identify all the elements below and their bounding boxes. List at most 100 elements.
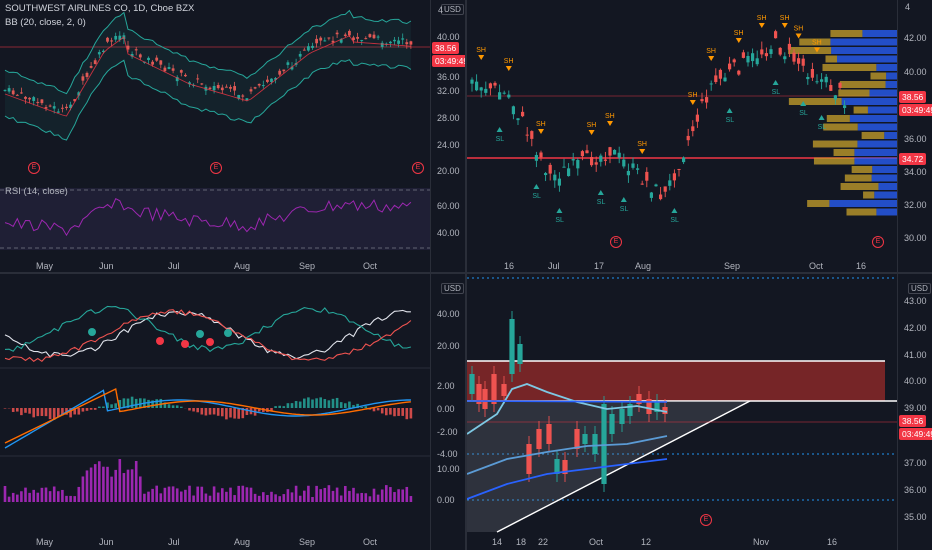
candle-body [175,77,179,82]
bl-chart-canvas[interactable] [0,274,465,550]
candle-body [233,86,236,91]
candle-body [723,77,727,82]
oscillator-bar [270,491,273,502]
oscillator-bar [376,494,380,502]
candle-body [574,429,580,449]
earnings-event-icon[interactable]: E [28,162,40,174]
volume-profile-bar [872,166,897,173]
tr-axis-tick: 36.00 [904,134,927,144]
macd-histogram-bar [372,408,376,412]
macd-histogram-bar [98,406,101,408]
swing-high-arrow [708,56,715,61]
tr-price-axis[interactable]: 42.00 40.00 36.00 34.00 32.00 30.00 38.5… [897,0,932,272]
horizontal-divider[interactable] [0,272,932,274]
volume-profile-bar [867,106,897,114]
volume-profile-bar [871,174,897,182]
volume-profile-bar [822,64,877,71]
swing-low-label: SL [496,136,505,143]
chart-panel-bottom-left[interactable]: USD 40.00 20.00 2.00 0.00 -2.00 -4.00 10… [0,274,465,550]
swing-low-arrow [556,208,563,213]
oscillator-bar [147,491,150,502]
swing-high-label: SH [637,141,647,148]
oscillator-bar [348,490,351,502]
volume-profile-bar [830,38,897,46]
candle-body [118,35,122,40]
swing-low-label: SL [555,217,564,224]
macd-histogram-bar [175,405,179,408]
earnings-event-icon[interactable]: E [210,162,222,174]
earnings-event-icon[interactable]: E [412,162,424,174]
oscillator-bar [44,487,48,502]
month-label: Jul [168,261,180,271]
macd-histogram-bar [344,403,347,408]
month-label: Jun [99,537,114,547]
swing-high-arrow [588,130,595,135]
candle-body [783,56,787,60]
candle-body [631,163,635,168]
candle-body [649,192,653,198]
candle-body [609,414,615,434]
signal-dot [88,328,96,336]
triangle-trendline [496,400,751,533]
chart-panel-bottom-right[interactable]: USD 43.00 42.00 41.00 40.00 39.00 37.00 … [467,274,932,550]
chart-panel-top-right[interactable]: SH SH SH SH SH SH SH SH SH SH SH SH SH SL SL SL SL SL SL SL… [467,0,932,272]
bl-value-axis[interactable]: USD 40.00 20.00 2.00 0.00 -2.00 -4.00 10… [430,274,465,550]
rsi-legend: RSI (14, close) [5,186,68,197]
volume-profile-bar [854,149,897,156]
br-price-axis[interactable]: USD 43.00 42.00 41.00 40.00 39.00 37.00 … [897,274,932,550]
candle-body [582,434,588,444]
oscillator-bar [352,487,355,502]
macd-histogram-bar [110,404,113,408]
swing-high-label: SH [504,58,514,65]
candle-body [484,88,488,93]
tr-chart-canvas[interactable]: SH SH SH SH SH SH SH SH SH SH SH SH SH SL SL SL SL SL SL SL… [467,0,932,272]
oscillator-bar [93,464,97,502]
tl-price-axis[interactable]: USD 40.00 36.00 32.00 28.00 24.00 20.00 … [430,0,465,272]
di-minus-line [4,309,412,363]
candle-body [319,37,323,41]
candle-body [253,87,257,89]
macd-histogram-bar [159,398,163,408]
candle-body [695,114,699,122]
macd-histogram-bar [81,408,85,412]
candle-body [151,61,154,65]
oscillator-bar [16,494,19,502]
br-chart-canvas[interactable] [467,274,932,550]
candle-body [728,63,732,70]
macd-histogram-bar [122,398,126,408]
oscillator-bar [397,489,400,502]
macd-histogram-bar [192,408,195,412]
macd-histogram-bar [327,400,331,408]
candle-body [196,78,200,80]
candle-body [315,38,318,44]
candle-body [167,67,171,70]
date-label: Sep [724,261,741,271]
macd-histogram-bar [147,399,150,408]
candle-body [48,105,52,107]
oscillator-bar [389,487,392,502]
oscillator-bar [294,485,298,502]
oscillator-bar [24,487,27,502]
oscillator-bar [266,495,269,502]
candle-body [516,118,520,121]
br-axis-tick: 37.00 [904,458,927,468]
swing-high-arrow [735,38,742,43]
earnings-event-icon[interactable]: E [700,514,712,526]
date-label: 16 [504,261,515,271]
candle-body [40,99,44,104]
oscillator-bar [114,469,117,502]
candle-body [590,157,594,166]
oscillator-bar [134,460,138,502]
tl-axis-tick: 28.00 [437,113,460,123]
vertical-divider[interactable] [465,0,467,550]
macd-histogram-bar [180,406,183,408]
volume-profile-bar [857,140,897,148]
tl-chart-canvas[interactable] [0,0,465,272]
earnings-event-icon[interactable]: E [872,236,884,248]
candle-body [282,69,286,72]
macd-histogram-bar [93,408,97,410]
chart-panel-top-left[interactable]: SOUTHWEST AIRLINES CO, 1D, Cboe BZX BB (… [0,0,465,272]
candle-body [368,34,372,38]
earnings-event-icon[interactable]: E [610,236,622,248]
swing-high-arrow [478,55,485,60]
